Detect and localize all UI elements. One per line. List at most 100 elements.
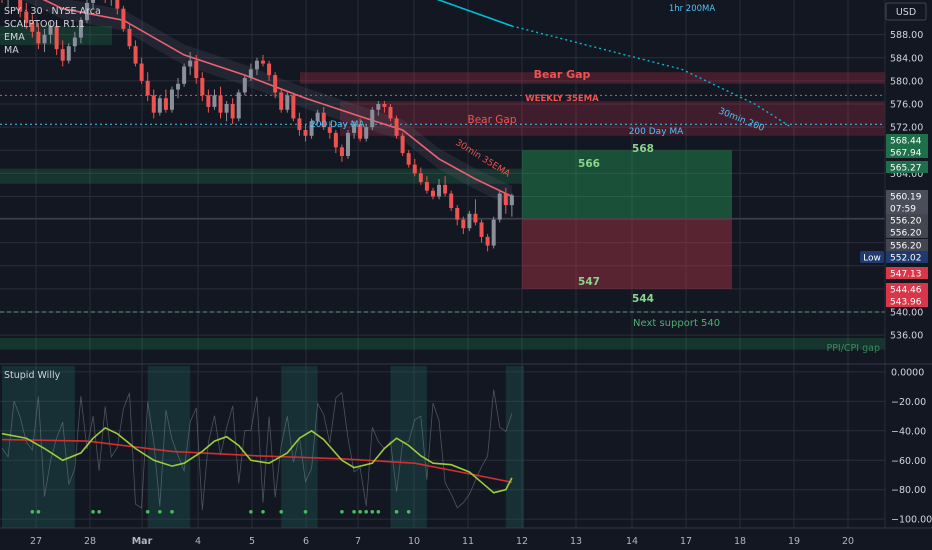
day200-ma-label-left: 200 Day MA <box>310 120 365 130</box>
candle-body <box>127 28 132 47</box>
stop-zone <box>522 218 732 289</box>
ema35-30min-line <box>42 0 513 198</box>
candle-body <box>248 69 253 78</box>
osc-shade <box>281 366 318 528</box>
low-tag-label: Low <box>863 254 881 264</box>
candle-body <box>497 193 502 220</box>
price-tag-bg <box>886 161 928 173</box>
price-axis-label: 588.00 <box>890 30 923 41</box>
time-axis-label: 6 <box>303 536 309 547</box>
candle-body <box>54 26 59 50</box>
price-tag-label: 547.13 <box>890 270 922 280</box>
low-tag-bg <box>860 251 884 263</box>
candle-body <box>273 75 278 93</box>
time-axis-label: 5 <box>249 536 255 547</box>
time-axis-label: 27 <box>30 536 42 547</box>
oscillator-axis[interactable]: 0.0000 −20.00 −40.00 −60.00 −80.00 −100.00 <box>891 367 932 525</box>
candles <box>1 0 514 252</box>
osc-marker <box>358 510 362 514</box>
candle-body <box>382 104 387 107</box>
osc-marker <box>364 510 369 514</box>
osc-axis-label: −40.00 <box>891 426 926 437</box>
price-tag-bg <box>886 214 928 226</box>
candle-body <box>24 11 29 24</box>
stop-547-label: 547 <box>578 276 600 288</box>
candle-body <box>352 124 357 133</box>
price-tag-label: 552.02 <box>890 254 922 264</box>
ppi-cpi-gap-zone <box>0 338 885 350</box>
ma200-1hr-label: 1hr 200MA <box>669 4 716 14</box>
time-axis-label: 12 <box>516 536 528 547</box>
candle-body <box>388 106 393 119</box>
legend-ma[interactable]: MA <box>4 45 19 56</box>
candle-body <box>339 147 344 156</box>
target-566-label: 566 <box>578 158 600 170</box>
price-tag-bg <box>886 226 928 238</box>
osc-marker <box>97 510 101 514</box>
ema35-band <box>22 0 512 207</box>
price-tag-label: 568.44 <box>890 137 922 147</box>
candle-body <box>267 63 272 76</box>
currency-badge[interactable] <box>885 2 927 21</box>
time-axis-label: 28 <box>84 536 96 547</box>
bear-gap-label-2: Bear Gap <box>468 114 517 126</box>
candle-body <box>437 184 442 197</box>
osc-fast-line <box>1 426 513 494</box>
candle-body <box>418 173 423 182</box>
bear-gap-zone-upper <box>300 72 885 84</box>
legend-oscillator[interactable]: Stupid Willy <box>4 370 61 381</box>
candle-body <box>133 46 138 64</box>
price-tag-label: 556.20 <box>890 217 922 227</box>
candle-body <box>412 164 417 174</box>
price-tag-label: 560.19 <box>890 193 922 203</box>
legend: SPY · 30 · NYSE Arca SCALPTOOL R1.1 EMA … <box>4 6 101 381</box>
candle-body <box>443 184 448 194</box>
time-axis-label: 11 <box>462 536 474 547</box>
candle-body <box>376 104 381 110</box>
candle-body <box>406 153 411 165</box>
candle-body <box>473 213 478 223</box>
legend-ema[interactable]: EMA <box>4 32 25 43</box>
candle-body <box>279 92 284 110</box>
price-axis[interactable]: 588.00584.00580.00576.00572.00568.00564.… <box>860 30 928 342</box>
osc-marker <box>91 510 95 514</box>
candle-body <box>254 60 259 70</box>
price-tag-label: 567.94 <box>890 149 922 159</box>
bear-gap-label-1: Bear Gap <box>534 68 591 81</box>
candle-body <box>218 95 223 113</box>
osc-axis-label: 0.0000 <box>891 367 924 378</box>
candle-body <box>327 127 332 133</box>
time-axis-label: 14 <box>626 536 638 547</box>
legend-symbol[interactable]: SPY · 30 · NYSE Arca <box>4 6 101 17</box>
candle-body <box>78 20 83 38</box>
price-tag-label: 544.46 <box>890 286 922 296</box>
time-axis-label: 4 <box>195 536 201 547</box>
osc-marker <box>303 510 308 514</box>
candle-body <box>291 95 296 119</box>
price-tag-label: 565.27 <box>890 164 922 174</box>
candle-body <box>345 132 350 156</box>
candle-body <box>200 78 205 96</box>
osc-axis-label: −100.00 <box>891 515 932 526</box>
candle-body <box>151 95 156 113</box>
price-tag-label: 556.20 <box>890 242 922 252</box>
osc-shade <box>2 366 75 528</box>
ma200-1hr-line <box>436 0 513 27</box>
legend-scalptool[interactable]: SCALPTOOL R1.1 <box>4 19 85 30</box>
ppi-cpi-gap-label: PPI/CPI gap <box>826 343 880 354</box>
candle-body <box>48 26 53 35</box>
time-axis[interactable]: 27 28 Mar 4 5 6 7 10 11 12 13 14 17 18 19 20 <box>30 536 854 547</box>
candle-body <box>491 219 496 246</box>
price-axis-label: 536.00 <box>890 331 923 342</box>
osc-marker <box>30 510 35 514</box>
candle-body <box>30 23 35 32</box>
candle-body <box>163 98 168 110</box>
osc-marker <box>394 510 399 514</box>
price-tag-bg <box>886 283 928 295</box>
candle-body <box>91 0 96 3</box>
price-tag-label: 556.20 <box>890 229 922 239</box>
candle-body <box>36 31 41 44</box>
candle-body <box>333 132 338 148</box>
candle-body <box>430 190 435 197</box>
